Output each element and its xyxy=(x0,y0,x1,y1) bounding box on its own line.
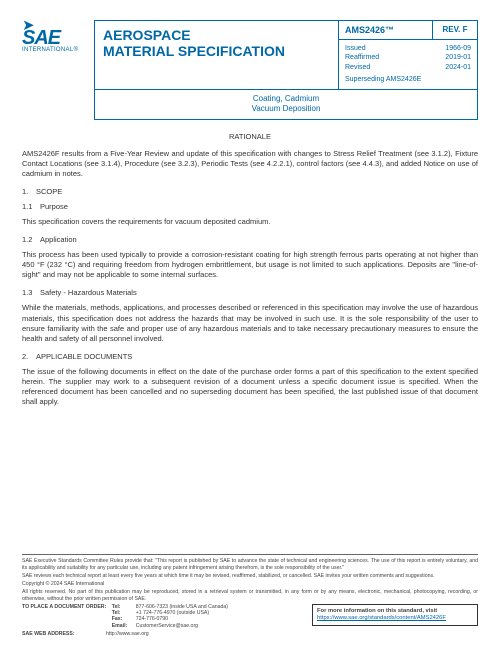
section-1-1: 1.1Purpose xyxy=(22,202,478,211)
s2-text: The issue of the following documents in … xyxy=(22,367,478,408)
revised-value: 2024-01 xyxy=(445,63,471,72)
doc-title: AEROSPACE MATERIAL SPECIFICATION xyxy=(95,21,339,89)
web-value: http://www.sae.org xyxy=(106,631,149,637)
reaffirmed-value: 2019-01 xyxy=(445,53,471,62)
s11-text: This specification covers the requiremen… xyxy=(22,217,478,227)
info-box: For more information on this standard, v… xyxy=(312,604,478,626)
s12-text: This process has been used typically to … xyxy=(22,250,478,280)
footer: SAE Executive Standards Committee Rules … xyxy=(22,554,478,637)
s12-title: Application xyxy=(40,235,77,244)
s12-num: 1.2 xyxy=(22,235,40,244)
web-label: SAE WEB ADDRESS: xyxy=(22,631,75,637)
logo-brand: SAE xyxy=(22,30,86,46)
reaffirmed-label: Reaffirmed xyxy=(345,53,379,62)
section-1-3: 1.3Safety - Hazardous Materials xyxy=(22,288,478,297)
section-2: 2.APPLICABLE DOCUMENTS xyxy=(22,352,478,361)
s13-text: While the materials, methods, applicatio… xyxy=(22,303,478,344)
s1-title: SCOPE xyxy=(36,187,62,196)
order-block: TO PLACE A DOCUMENT ORDER: Tel:877-606-7… xyxy=(22,604,306,637)
s13-title: Safety - Hazardous Materials xyxy=(40,288,137,297)
title-line2: MATERIAL SPECIFICATION xyxy=(103,43,330,59)
s2-num: 2. xyxy=(22,352,36,361)
s11-title: Purpose xyxy=(40,202,68,211)
s11-num: 1.1 xyxy=(22,202,40,211)
superseding: Superseding AMS2426E xyxy=(345,75,471,84)
issued-label: Issued xyxy=(345,44,366,53)
footer-fine2: SAE reviews each technical report at lea… xyxy=(22,573,478,579)
title-box: AEROSPACE MATERIAL SPECIFICATION AMS2426… xyxy=(94,20,478,120)
doc-id: AMS2426™ xyxy=(339,21,433,39)
dates-block: Issued 1966-09 Reaffirmed 2019-01 Revised 2… xyxy=(339,40,477,89)
subtitle-l2: Vacuum Deposition xyxy=(95,104,477,114)
title-line1: AEROSPACE xyxy=(103,27,330,43)
footer-fine1: SAE Executive Standards Committee Rules … xyxy=(22,558,478,570)
email-label: Email: xyxy=(112,623,136,629)
rationale-text: AMS2426F results from a Five-Year Review… xyxy=(22,149,478,179)
sae-logo: ➤ SAE INTERNATIONAL® xyxy=(22,20,86,53)
subtitle: Coating, Cadmium Vacuum Deposition xyxy=(95,89,477,119)
email-value: CustomerService@sae.org xyxy=(136,623,198,629)
logo-sub: INTERNATIONAL® xyxy=(22,47,86,53)
s13-num: 1.3 xyxy=(22,288,40,297)
issued-value: 1966-09 xyxy=(445,44,471,53)
section-1-2: 1.2Application xyxy=(22,235,478,244)
order-label: TO PLACE A DOCUMENT ORDER: xyxy=(22,604,106,610)
section-1: 1.SCOPE xyxy=(22,187,478,196)
info-text: For more information on this standard, v… xyxy=(317,608,437,614)
info-link[interactable]: https://www.sae.org/standards/content/AM… xyxy=(317,615,446,621)
subtitle-l1: Coating, Cadmium xyxy=(95,94,477,104)
s2-title: APPLICABLE DOCUMENTS xyxy=(36,352,132,361)
header: ➤ SAE INTERNATIONAL® AEROSPACE MATERIAL … xyxy=(22,20,478,120)
footer-rights: All rights reserved. No part of this pub… xyxy=(22,589,478,601)
footer-copyright: Copyright © 2024 SAE International xyxy=(22,581,478,587)
doc-rev: REV. F xyxy=(433,21,477,39)
rationale-heading: RATIONALE xyxy=(22,132,478,141)
revised-label: Revised xyxy=(345,63,370,72)
web-address-row: SAE WEB ADDRESS: http://www.sae.org xyxy=(22,631,306,637)
s1-num: 1. xyxy=(22,187,36,196)
